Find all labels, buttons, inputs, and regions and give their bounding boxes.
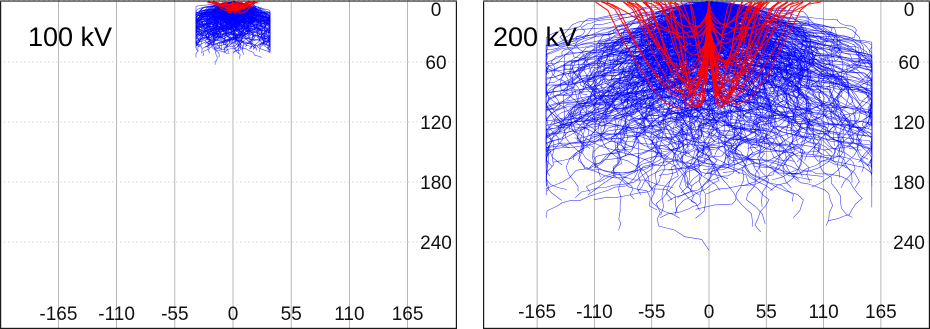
y-tick-label: 60 [425, 53, 446, 74]
electron-track [708, 1, 794, 202]
x-tick-labels: -165 -110 -55 0 55 110 165 [39, 304, 423, 325]
electron-track [708, 1, 805, 74]
x-tick-label: -55 [638, 302, 665, 323]
backscatter-track [206, 1, 235, 8]
backscatter-track [708, 1, 822, 29]
backscatter-track [601, 1, 711, 34]
electron-track [569, 1, 711, 188]
backscatter-track [674, 1, 710, 106]
panel-title: 100 kV [28, 22, 112, 52]
y-tick-labels: 0 60 120 180 240 [893, 0, 925, 254]
x-tick-label: 0 [228, 304, 239, 325]
electron-track [628, 1, 710, 110]
electron-track [545, 1, 710, 155]
backscatter-track [231, 1, 255, 7]
x-tick-labels: -165 -110 -55 0 55 110 165 [518, 302, 897, 323]
x-tick-label: 110 [334, 304, 364, 325]
y-tick-label: 240 [420, 233, 452, 254]
backscatter-track [708, 1, 779, 104]
backscatter-track [623, 1, 710, 70]
x-tick-label: 165 [392, 304, 424, 325]
backscatter-track [708, 1, 782, 64]
electron-track [213, 1, 241, 58]
plot-frame [483, 0, 930, 329]
x-tick-label: -165 [518, 302, 556, 323]
y-tick-label: 0 [904, 0, 915, 21]
chart-panel-200kv: -165 -110 -55 0 55 110 165 0 60 120 180 240 200 kV [483, 0, 930, 329]
electron-track [545, 1, 710, 146]
backscatter-track [232, 1, 256, 11]
electron-track [708, 1, 850, 132]
plot-frame [0, 0, 457, 329]
electron-track [589, 1, 710, 123]
x-tick-label: -110 [98, 304, 135, 325]
backscatter-tracks [595, 1, 822, 109]
x-tick-label: -55 [161, 304, 188, 325]
y-tick-label: 120 [420, 113, 452, 134]
x-tick-label: 55 [281, 304, 302, 325]
chart-panel-100kv: -165 -110 -55 0 55 110 165 0 60 120 180 240 100 kV [0, 0, 457, 329]
backscatter-track [657, 1, 710, 89]
backscatter-track [212, 1, 236, 6]
electron-track [545, 1, 710, 118]
electron-track [698, 1, 767, 83]
x-tick-label: 55 [756, 302, 777, 323]
electron-track [599, 1, 716, 183]
y-tick-label: 180 [893, 173, 925, 194]
electron-track [695, 1, 789, 210]
electron-track [708, 1, 873, 160]
electron-track [681, 1, 873, 126]
electron-track [579, 1, 710, 153]
electron-track [206, 1, 234, 43]
y-tick-label: 180 [420, 173, 452, 194]
chart-100kv: -165 -110 -55 0 55 110 165 0 60 120 180 240 100 kV [0, 0, 457, 329]
backscatter-track [708, 1, 788, 83]
tracks-layer [195, 1, 271, 65]
backscatter-track [628, 1, 710, 38]
x-tick-label: 0 [704, 302, 715, 323]
backscatter-track [231, 1, 239, 14]
electron-track [708, 1, 849, 94]
y-tick-label: 0 [431, 0, 442, 21]
y-tick-label: 120 [893, 113, 925, 134]
backscatter-track [667, 1, 710, 96]
electron-track [708, 1, 873, 110]
electron-track [545, 1, 710, 49]
grid-layer [0, 0, 457, 329]
electron-track [557, 1, 749, 127]
y-tick-label: 240 [893, 233, 925, 254]
x-tick-label: 165 [865, 302, 897, 323]
electron-track [578, 1, 710, 157]
backscatter-tracks [206, 1, 259, 14]
y-tick-labels: 0 60 120 180 240 [420, 0, 452, 254]
chart-200kv: -165 -110 -55 0 55 110 165 0 60 120 180 240 200 kV [483, 0, 930, 329]
x-tick-label: -165 [39, 304, 77, 325]
electron-track [708, 1, 818, 143]
x-tick-label: -110 [576, 302, 613, 323]
electron-track [545, 1, 712, 154]
x-tick-label: 110 [808, 302, 838, 323]
tracks-layer [545, 1, 873, 251]
electron-track [565, 1, 710, 42]
electron-track [708, 1, 873, 188]
panel-title: 200 kV [493, 22, 577, 52]
backscatter-track [708, 1, 769, 44]
y-tick-label: 60 [898, 53, 919, 74]
